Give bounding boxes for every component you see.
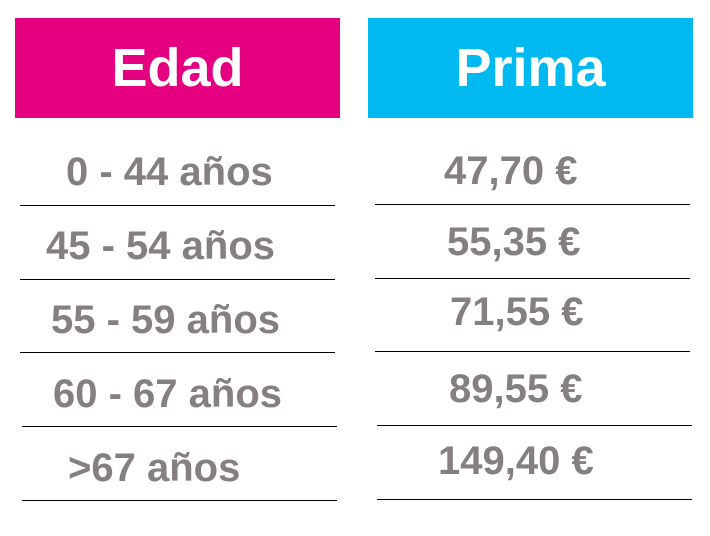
prima-cell: 71,55 € <box>450 290 584 334</box>
edad-header-label: Edad <box>111 38 244 98</box>
edad-cell: 45 - 54 años <box>46 224 276 268</box>
prima-header: Prima <box>368 18 693 118</box>
row-divider <box>377 499 692 500</box>
row-divider <box>375 351 690 352</box>
row-divider <box>377 425 692 426</box>
row-divider <box>20 279 335 280</box>
edad-cell: 0 - 44 años <box>66 150 273 194</box>
row-divider <box>20 205 335 206</box>
prima-cell: 149,40 € <box>438 439 594 483</box>
edad-cell: 60 - 67 años <box>53 372 283 416</box>
row-divider <box>22 426 337 427</box>
row-divider <box>22 500 337 501</box>
row-divider <box>375 278 690 279</box>
edad-cell: >67 años <box>68 446 241 490</box>
row-divider <box>375 204 690 205</box>
row-divider <box>20 352 335 353</box>
prima-cell: 55,35 € <box>447 220 581 264</box>
edad-cell: 55 - 59 años <box>51 298 281 342</box>
prima-header-label: Prima <box>455 38 606 98</box>
edad-header: Edad <box>15 18 340 118</box>
prima-cell: 89,55 € <box>449 367 583 411</box>
prima-cell: 47,70 € <box>444 149 578 193</box>
